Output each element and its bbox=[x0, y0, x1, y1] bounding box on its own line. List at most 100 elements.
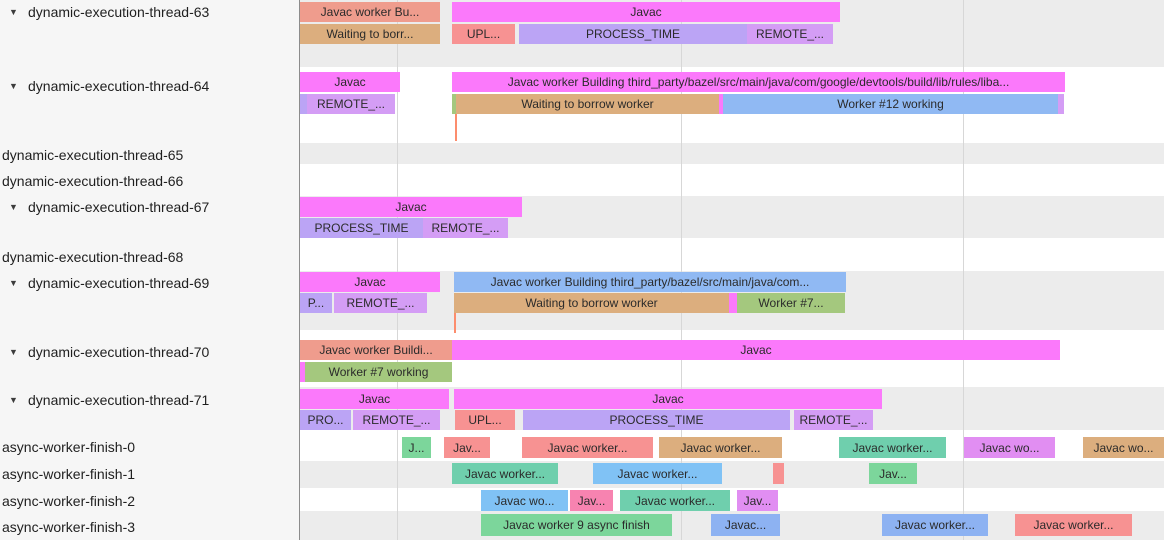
timeline-bar[interactable]: Javac worker... bbox=[839, 437, 946, 458]
time-gridline bbox=[681, 0, 682, 540]
timeline-bar[interactable]: REMOTE_... bbox=[334, 293, 427, 313]
thread-list-panel: ▼ dynamic-execution-thread-63 ▼ dynamic-exe… bbox=[0, 0, 300, 540]
timeline-bar[interactable]: Javac worker 9 async finish bbox=[481, 514, 672, 536]
thread-row-dynamic-execution-thread-69[interactable]: ▼ dynamic-execution-thread-69 bbox=[0, 274, 299, 292]
thread-label: dynamic-execution-thread-65 bbox=[2, 147, 184, 163]
timeline-bar[interactable]: Javac bbox=[300, 72, 400, 92]
collapse-arrow-icon[interactable]: ▼ bbox=[9, 81, 18, 91]
thread-row-async-worker-finish-1[interactable]: async-worker-finish-1 bbox=[0, 465, 301, 483]
timeline-bar[interactable]: PROCESS_TIME bbox=[519, 24, 747, 44]
thread-label: dynamic-execution-thread-70 bbox=[28, 344, 210, 360]
timeline-bar[interactable]: UPL... bbox=[455, 410, 515, 430]
timeline-bar[interactable]: Javac wo... bbox=[481, 490, 568, 511]
timeline-bar[interactable]: Worker #7... bbox=[737, 293, 845, 313]
timeline-bar[interactable]: Javac worker Building third_party/bazel/… bbox=[452, 72, 1065, 92]
timeline-bar[interactable]: Javac worker Buildi... bbox=[300, 340, 452, 360]
timeline-canvas[interactable]: Javac worker Bu... Javac Waiting to borr..… bbox=[300, 0, 1164, 540]
thread-label: dynamic-execution-thread-67 bbox=[28, 199, 210, 215]
timeline-bar[interactable]: PRO... bbox=[300, 410, 351, 430]
timeline-bar[interactable] bbox=[719, 94, 723, 114]
collapse-arrow-icon[interactable]: ▼ bbox=[9, 347, 18, 357]
timeline-bar[interactable]: Javac bbox=[300, 389, 449, 409]
timeline-bar[interactable] bbox=[773, 463, 784, 484]
timeline-bar[interactable]: Javac worker... bbox=[1015, 514, 1132, 536]
timeline-bar[interactable]: REMOTE_... bbox=[747, 24, 833, 44]
track-background-strip bbox=[300, 164, 1164, 196]
timeline-bar[interactable]: Javac worker... bbox=[522, 437, 653, 458]
thread-row-async-worker-finish-3[interactable]: async-worker-finish-3 bbox=[0, 518, 301, 536]
timeline-bar[interactable]: Javac bbox=[300, 272, 440, 292]
timeline-bar[interactable]: Jav... bbox=[737, 490, 778, 511]
timeline-bar[interactable]: Jav... bbox=[444, 437, 490, 458]
timeline-bar[interactable]: Worker #7 working bbox=[305, 362, 452, 382]
timeline-bar[interactable]: Javac wo... bbox=[964, 437, 1055, 458]
timeline-bar[interactable]: Javac worker... bbox=[452, 463, 558, 484]
timeline-bar[interactable]: Javac bbox=[300, 197, 522, 217]
thread-label: dynamic-execution-thread-69 bbox=[28, 275, 210, 291]
thread-label: dynamic-execution-thread-71 bbox=[28, 392, 210, 408]
time-gridline bbox=[397, 0, 398, 540]
timeline-bar[interactable]: Javac worker... bbox=[593, 463, 722, 484]
timeline-bar[interactable]: Javac worker Building third_party/bazel/… bbox=[454, 272, 846, 292]
timeline-bar[interactable]: REMOTE_... bbox=[307, 94, 395, 114]
timeline-bar[interactable]: UPL... bbox=[452, 24, 515, 44]
timeline-bar[interactable]: Waiting to borrow worker bbox=[454, 293, 729, 313]
timeline-bar[interactable]: Javac wo... bbox=[1083, 437, 1164, 458]
timeline-bar[interactable] bbox=[452, 94, 456, 114]
timeline-bar[interactable]: Jav... bbox=[570, 490, 613, 511]
timeline-bar[interactable]: Waiting to borr... bbox=[300, 24, 440, 44]
timeline-bar[interactable]: P... bbox=[300, 293, 332, 313]
timeline-bar[interactable]: Javac worker Bu... bbox=[300, 2, 440, 22]
timeline-bar[interactable]: Javac worker... bbox=[659, 437, 782, 458]
track-background-strip bbox=[300, 238, 1164, 271]
thread-row-dynamic-execution-thread-65[interactable]: dynamic-execution-thread-65 bbox=[0, 146, 301, 164]
thread-label: async-worker-finish-3 bbox=[2, 519, 136, 535]
thread-row-async-worker-finish-2[interactable]: async-worker-finish-2 bbox=[0, 492, 301, 510]
timeline-bar[interactable]: Javac bbox=[454, 389, 882, 409]
timeline-bar[interactable]: PROCESS_TIME bbox=[300, 218, 423, 238]
instant-event-tick[interactable] bbox=[455, 114, 457, 141]
timeline-bar[interactable]: Javac worker... bbox=[882, 514, 988, 536]
collapse-arrow-icon[interactable]: ▼ bbox=[9, 7, 18, 17]
timeline-bar[interactable] bbox=[300, 362, 305, 382]
timeline-bar[interactable]: PROCESS_TIME bbox=[523, 410, 790, 430]
timeline-bar[interactable]: REMOTE_... bbox=[423, 218, 508, 238]
timeline-bar[interactable]: Jav... bbox=[869, 463, 917, 484]
timeline-bar[interactable]: J... bbox=[402, 437, 431, 458]
timeline-bar[interactable] bbox=[1058, 94, 1064, 114]
thread-label: async-worker-finish-2 bbox=[2, 493, 136, 509]
timeline-bar[interactable]: Javac bbox=[452, 2, 840, 22]
thread-row-async-worker-finish-0[interactable]: async-worker-finish-0 bbox=[0, 438, 301, 456]
track-background-strip bbox=[300, 143, 1164, 164]
timeline-bar[interactable]: Javac bbox=[452, 340, 1060, 360]
thread-row-dynamic-execution-thread-64[interactable]: ▼ dynamic-execution-thread-64 bbox=[0, 77, 299, 95]
track-background-strip bbox=[300, 461, 1164, 488]
collapse-arrow-icon[interactable]: ▼ bbox=[9, 202, 18, 212]
thread-label: async-worker-finish-0 bbox=[2, 439, 136, 455]
thread-label: dynamic-execution-thread-64 bbox=[28, 78, 210, 94]
thread-row-dynamic-execution-thread-71[interactable]: ▼ dynamic-execution-thread-71 bbox=[0, 391, 299, 409]
collapse-arrow-icon[interactable]: ▼ bbox=[9, 278, 18, 288]
timeline-bar[interactable] bbox=[300, 94, 307, 114]
thread-row-dynamic-execution-thread-63[interactable]: ▼ dynamic-execution-thread-63 bbox=[0, 3, 299, 21]
thread-label: async-worker-finish-1 bbox=[2, 466, 136, 482]
timeline-bar[interactable]: REMOTE_... bbox=[794, 410, 873, 430]
thread-row-dynamic-execution-thread-68[interactable]: dynamic-execution-thread-68 bbox=[0, 248, 301, 266]
thread-row-dynamic-execution-thread-66[interactable]: dynamic-execution-thread-66 bbox=[0, 172, 301, 190]
timeline-bar[interactable]: REMOTE_... bbox=[353, 410, 440, 430]
track-background-strip bbox=[300, 488, 1164, 511]
thread-label: dynamic-execution-thread-68 bbox=[2, 249, 184, 265]
timeline-bar[interactable] bbox=[729, 293, 737, 313]
thread-row-dynamic-execution-thread-67[interactable]: ▼ dynamic-execution-thread-67 bbox=[0, 198, 299, 216]
thread-row-dynamic-execution-thread-70[interactable]: ▼ dynamic-execution-thread-70 bbox=[0, 343, 299, 361]
timeline-bar[interactable]: Worker #12 working bbox=[723, 94, 1058, 114]
thread-label: dynamic-execution-thread-66 bbox=[2, 173, 184, 189]
time-gridline bbox=[963, 0, 964, 540]
collapse-arrow-icon[interactable]: ▼ bbox=[9, 395, 18, 405]
timeline-bar[interactable]: Waiting to borrow worker bbox=[456, 94, 719, 114]
thread-label: dynamic-execution-thread-63 bbox=[28, 4, 210, 20]
timeline-bar[interactable]: Javac... bbox=[711, 514, 780, 536]
instant-event-tick[interactable] bbox=[454, 313, 456, 333]
timeline-bar[interactable]: Javac worker... bbox=[620, 490, 730, 511]
